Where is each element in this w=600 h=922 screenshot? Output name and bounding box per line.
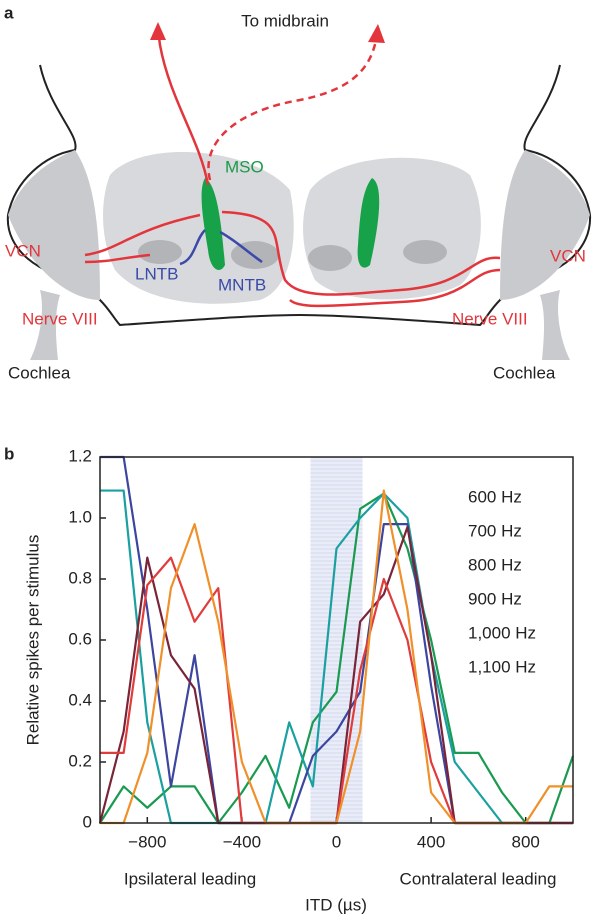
pathway	[221, 210, 501, 296]
pathway-dashed	[207, 39, 378, 181]
pathway	[156, 29, 210, 186]
legend-entry: 900 Hz	[468, 589, 522, 608]
x-tick-label: −800	[128, 832, 166, 851]
label: VCN	[5, 241, 41, 260]
y-tick-label: 0.6	[68, 629, 92, 648]
mso-right	[357, 178, 380, 268]
y-axis-label: Relative spikes per stimulus	[23, 535, 42, 746]
arrow	[368, 24, 385, 43]
annotation: Ipsilateral leading	[124, 869, 256, 888]
shaded-region	[310, 457, 363, 823]
label: Nerve VIII	[452, 309, 528, 328]
pathway	[84, 213, 201, 257]
legend-entry: 600 Hz	[468, 487, 522, 506]
x-tick-label: 800	[512, 832, 540, 851]
mso-left	[201, 178, 225, 270]
x-axis-label: ITD (µs)	[305, 895, 367, 914]
x-tick-label: −400	[223, 832, 261, 851]
plot-frame	[99, 456, 574, 824]
y-tick-label: 1.0	[68, 507, 92, 526]
label: MNTB	[218, 275, 266, 294]
diagram: a To midbrain MSO VCN VCN LNTB MNTB N	[4, 3, 592, 382]
label: Cochlea	[493, 363, 556, 382]
mntb-nucleus	[308, 245, 352, 271]
chart: b Relative spikes per stimulus ITD (µs) …	[4, 444, 575, 914]
lntb-nucleus	[403, 240, 447, 264]
vcn-right	[500, 150, 590, 300]
label: Cochlea	[8, 363, 71, 382]
y-tick-label: 1.2	[68, 446, 92, 465]
inhibitory-pathway	[179, 229, 206, 266]
cochlea-right	[540, 290, 570, 360]
annotation: Contralateral leading	[400, 869, 557, 888]
legend-entry: 1,000 Hz	[468, 623, 536, 642]
lntb-nucleus	[138, 240, 182, 264]
legend-entry: 700 Hz	[468, 521, 522, 540]
panel-label: b	[4, 444, 14, 463]
y-tick-label: 0.8	[68, 568, 92, 587]
pathway	[84, 253, 151, 264]
label: VCN	[550, 246, 586, 265]
pathway	[289, 268, 501, 308]
label: MSO	[225, 157, 264, 176]
legend-entry: 1,100 Hz	[468, 657, 536, 676]
vcn-left	[8, 150, 100, 300]
cochlea-left	[30, 290, 60, 360]
label: LNTB	[135, 264, 178, 283]
x-tick-label: 0	[332, 832, 341, 851]
label: To midbrain	[241, 11, 329, 30]
inhibitory-pathway	[219, 230, 263, 264]
panel-label: a	[4, 3, 14, 22]
x-tick-label: 400	[417, 832, 445, 851]
y-tick-label: 0.2	[68, 751, 92, 770]
y-tick-label: 0	[83, 812, 92, 831]
y-tick-label: 0.4	[68, 690, 92, 709]
outline-left	[6, 64, 301, 327]
label: Nerve VIII	[22, 309, 98, 328]
arrow	[150, 22, 166, 40]
outline-right	[299, 64, 592, 327]
legend-entry: 800 Hz	[468, 555, 522, 574]
series-line	[99, 492, 575, 825]
